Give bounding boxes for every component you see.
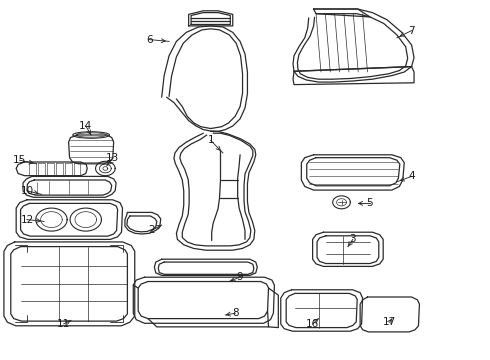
Text: 3: 3 bbox=[349, 234, 356, 244]
Text: 17: 17 bbox=[383, 317, 396, 327]
Text: 14: 14 bbox=[79, 121, 93, 131]
Text: 13: 13 bbox=[106, 153, 120, 163]
Text: 16: 16 bbox=[306, 319, 319, 329]
Text: 12: 12 bbox=[20, 215, 34, 225]
Text: 8: 8 bbox=[232, 308, 239, 318]
Text: 7: 7 bbox=[408, 26, 415, 36]
Text: 15: 15 bbox=[13, 155, 26, 165]
Text: 11: 11 bbox=[57, 319, 71, 329]
Text: 5: 5 bbox=[367, 198, 373, 208]
Text: 9: 9 bbox=[237, 272, 244, 282]
Text: 6: 6 bbox=[146, 35, 153, 45]
Text: 2: 2 bbox=[148, 225, 155, 235]
Text: 10: 10 bbox=[21, 186, 33, 196]
Text: 4: 4 bbox=[408, 171, 415, 181]
Text: 1: 1 bbox=[207, 135, 214, 145]
